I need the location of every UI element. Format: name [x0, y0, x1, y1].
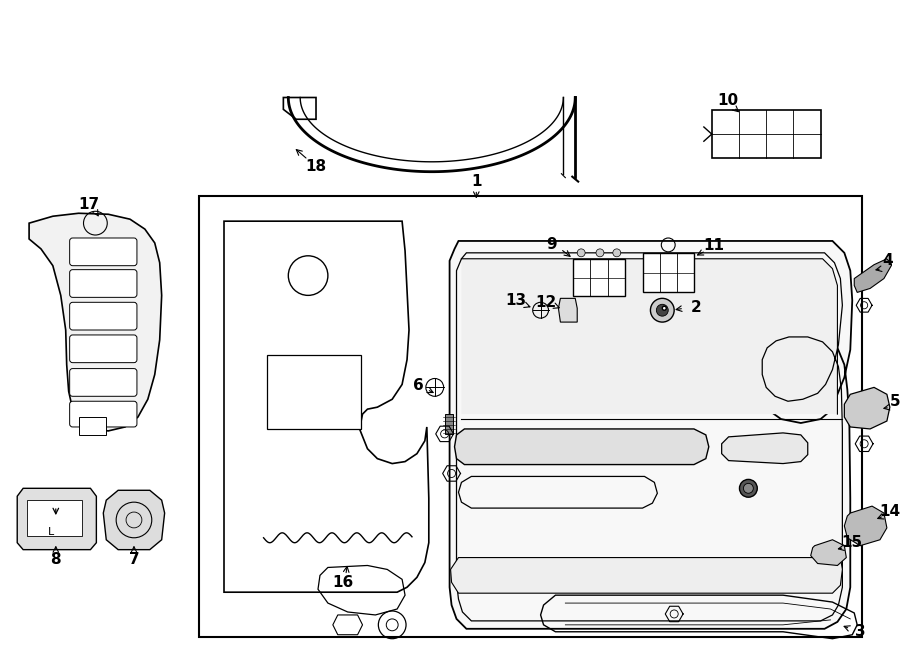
FancyBboxPatch shape	[69, 335, 137, 363]
Bar	[78, 417, 106, 435]
Text: 4: 4	[883, 253, 893, 268]
Bar	[266, 355, 361, 429]
Bar	[712, 110, 821, 158]
Polygon shape	[722, 433, 807, 463]
Text: 10: 10	[717, 93, 738, 108]
Text: L: L	[48, 527, 54, 537]
Bar	[573, 258, 625, 296]
FancyBboxPatch shape	[69, 302, 137, 330]
Polygon shape	[17, 488, 96, 550]
Text: 15: 15	[842, 535, 863, 550]
Polygon shape	[224, 221, 428, 592]
Circle shape	[577, 249, 585, 256]
Circle shape	[596, 249, 604, 256]
Text: 9: 9	[546, 237, 557, 253]
Text: 3: 3	[855, 624, 866, 639]
Text: 12: 12	[535, 295, 556, 310]
Polygon shape	[854, 258, 892, 292]
Text: 2: 2	[690, 299, 701, 315]
Polygon shape	[29, 214, 162, 431]
Polygon shape	[558, 298, 577, 322]
Text: 14: 14	[879, 504, 900, 519]
Polygon shape	[462, 258, 837, 414]
FancyBboxPatch shape	[69, 238, 137, 266]
Circle shape	[743, 483, 753, 493]
Polygon shape	[844, 506, 886, 546]
Circle shape	[740, 479, 757, 497]
Text: 16: 16	[332, 575, 354, 590]
Text: 11: 11	[703, 239, 724, 253]
Text: 7: 7	[129, 552, 140, 567]
Circle shape	[651, 298, 674, 322]
Polygon shape	[450, 241, 852, 629]
Circle shape	[656, 304, 668, 316]
Circle shape	[662, 306, 666, 310]
Text: 6: 6	[412, 378, 423, 393]
Bar	[445, 414, 453, 434]
Polygon shape	[104, 490, 165, 550]
Bar	[643, 253, 694, 292]
FancyBboxPatch shape	[69, 369, 137, 397]
FancyBboxPatch shape	[69, 270, 137, 297]
Bar	[27, 500, 82, 536]
FancyBboxPatch shape	[69, 401, 137, 427]
Bar	[199, 196, 862, 637]
Text: 5: 5	[889, 394, 900, 408]
Polygon shape	[451, 558, 842, 593]
Circle shape	[613, 249, 621, 256]
Text: 8: 8	[50, 552, 61, 567]
Text: 1: 1	[471, 174, 482, 189]
Text: 18: 18	[305, 159, 327, 175]
Polygon shape	[844, 387, 890, 429]
Polygon shape	[811, 540, 846, 565]
Polygon shape	[454, 429, 709, 465]
Text: 17: 17	[78, 197, 99, 212]
Text: 13: 13	[505, 293, 526, 308]
